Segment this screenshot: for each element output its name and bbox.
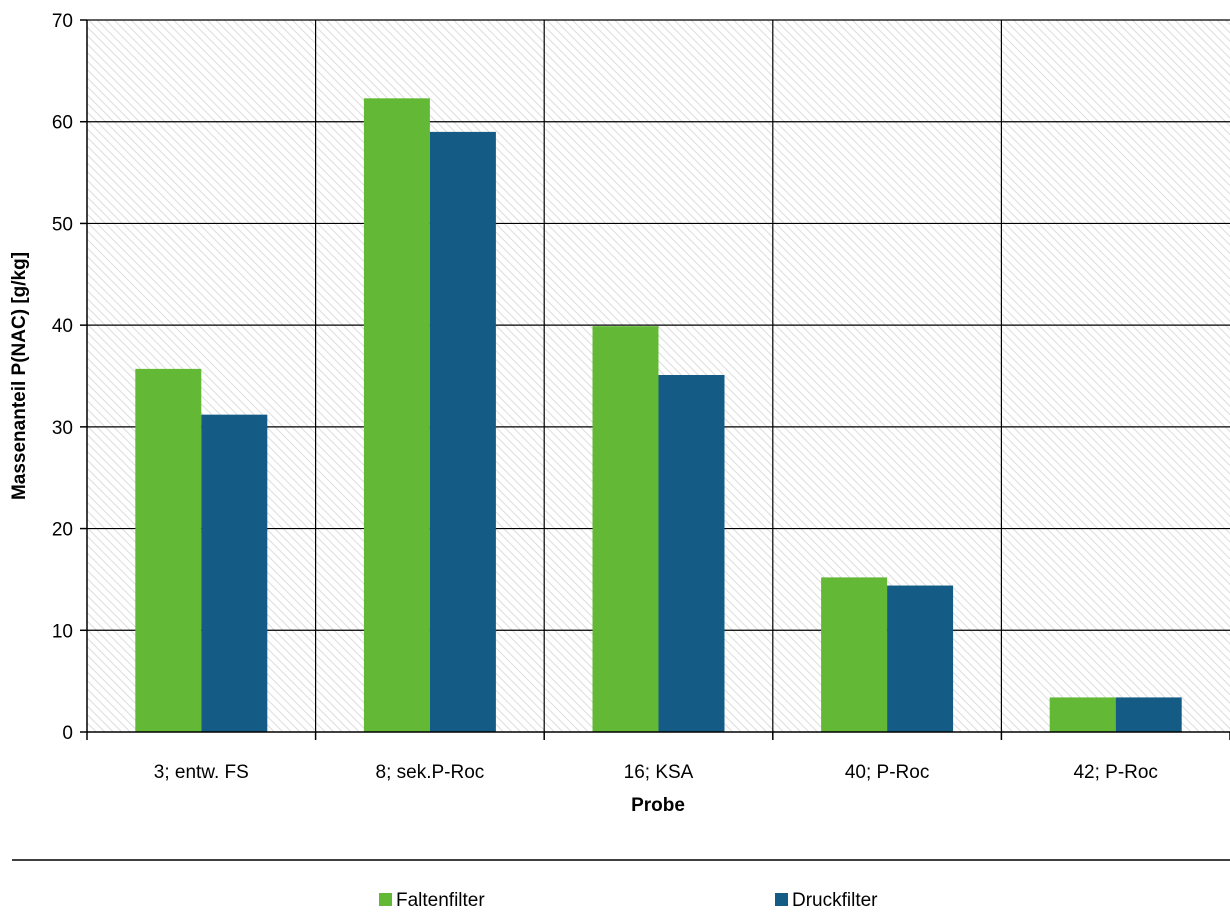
x-tick-label: 40; P-Roc (845, 762, 929, 783)
y-tick-label: 10 (52, 621, 73, 642)
y-tick-label: 20 (52, 520, 73, 541)
x-tick-labels: 3; entw. FS 8; sek.P-Roc 16; KSA 40; P-Roc 4… (154, 762, 1158, 783)
x-tick-label: 8; sek.P-Roc (376, 762, 485, 783)
y-tick-label: 50 (52, 214, 73, 235)
x-axis-title: Probe (631, 795, 685, 816)
legend-swatch-faltenfilter (379, 893, 392, 906)
y-tick-label: 40 (52, 316, 73, 337)
y-axis-title: Massenanteil P(NAC) [g/kg] (9, 252, 30, 500)
legend-swatch-druckfilter (775, 893, 788, 906)
legend-label-faltenfilter: Faltenfilter (396, 890, 485, 911)
bar-faltenfilter-4 (821, 577, 888, 732)
bars (135, 98, 1182, 732)
y-tick-label: 0 (62, 723, 73, 744)
y-tick-label: 60 (52, 113, 73, 134)
bar-druckfilter-5 (1115, 697, 1182, 732)
x-tick-label: 16; KSA (624, 762, 694, 783)
legend: Faltenfilter Druckfilter (379, 890, 878, 911)
bar-faltenfilter-5 (1049, 697, 1116, 732)
bar-druckfilter-4 (887, 585, 954, 732)
bar-faltenfilter-2 (363, 98, 430, 732)
bar-faltenfilter-3 (592, 326, 659, 732)
x-tick-label: 42; P-Roc (1073, 762, 1157, 783)
legend-label-druckfilter: Druckfilter (792, 890, 878, 911)
y-tick-label: 30 (52, 418, 73, 439)
x-tick-label: 3; entw. FS (154, 762, 249, 783)
y-tick-labels: 0 10 20 30 40 50 60 70 (52, 11, 73, 744)
bar-faltenfilter-1 (135, 368, 202, 732)
axes (80, 19, 1230, 740)
y-tick-label: 70 (52, 11, 73, 32)
bar-druckfilter-2 (429, 131, 496, 732)
bar-druckfilter-1 (201, 414, 268, 732)
bar-druckfilter-3 (658, 374, 725, 732)
